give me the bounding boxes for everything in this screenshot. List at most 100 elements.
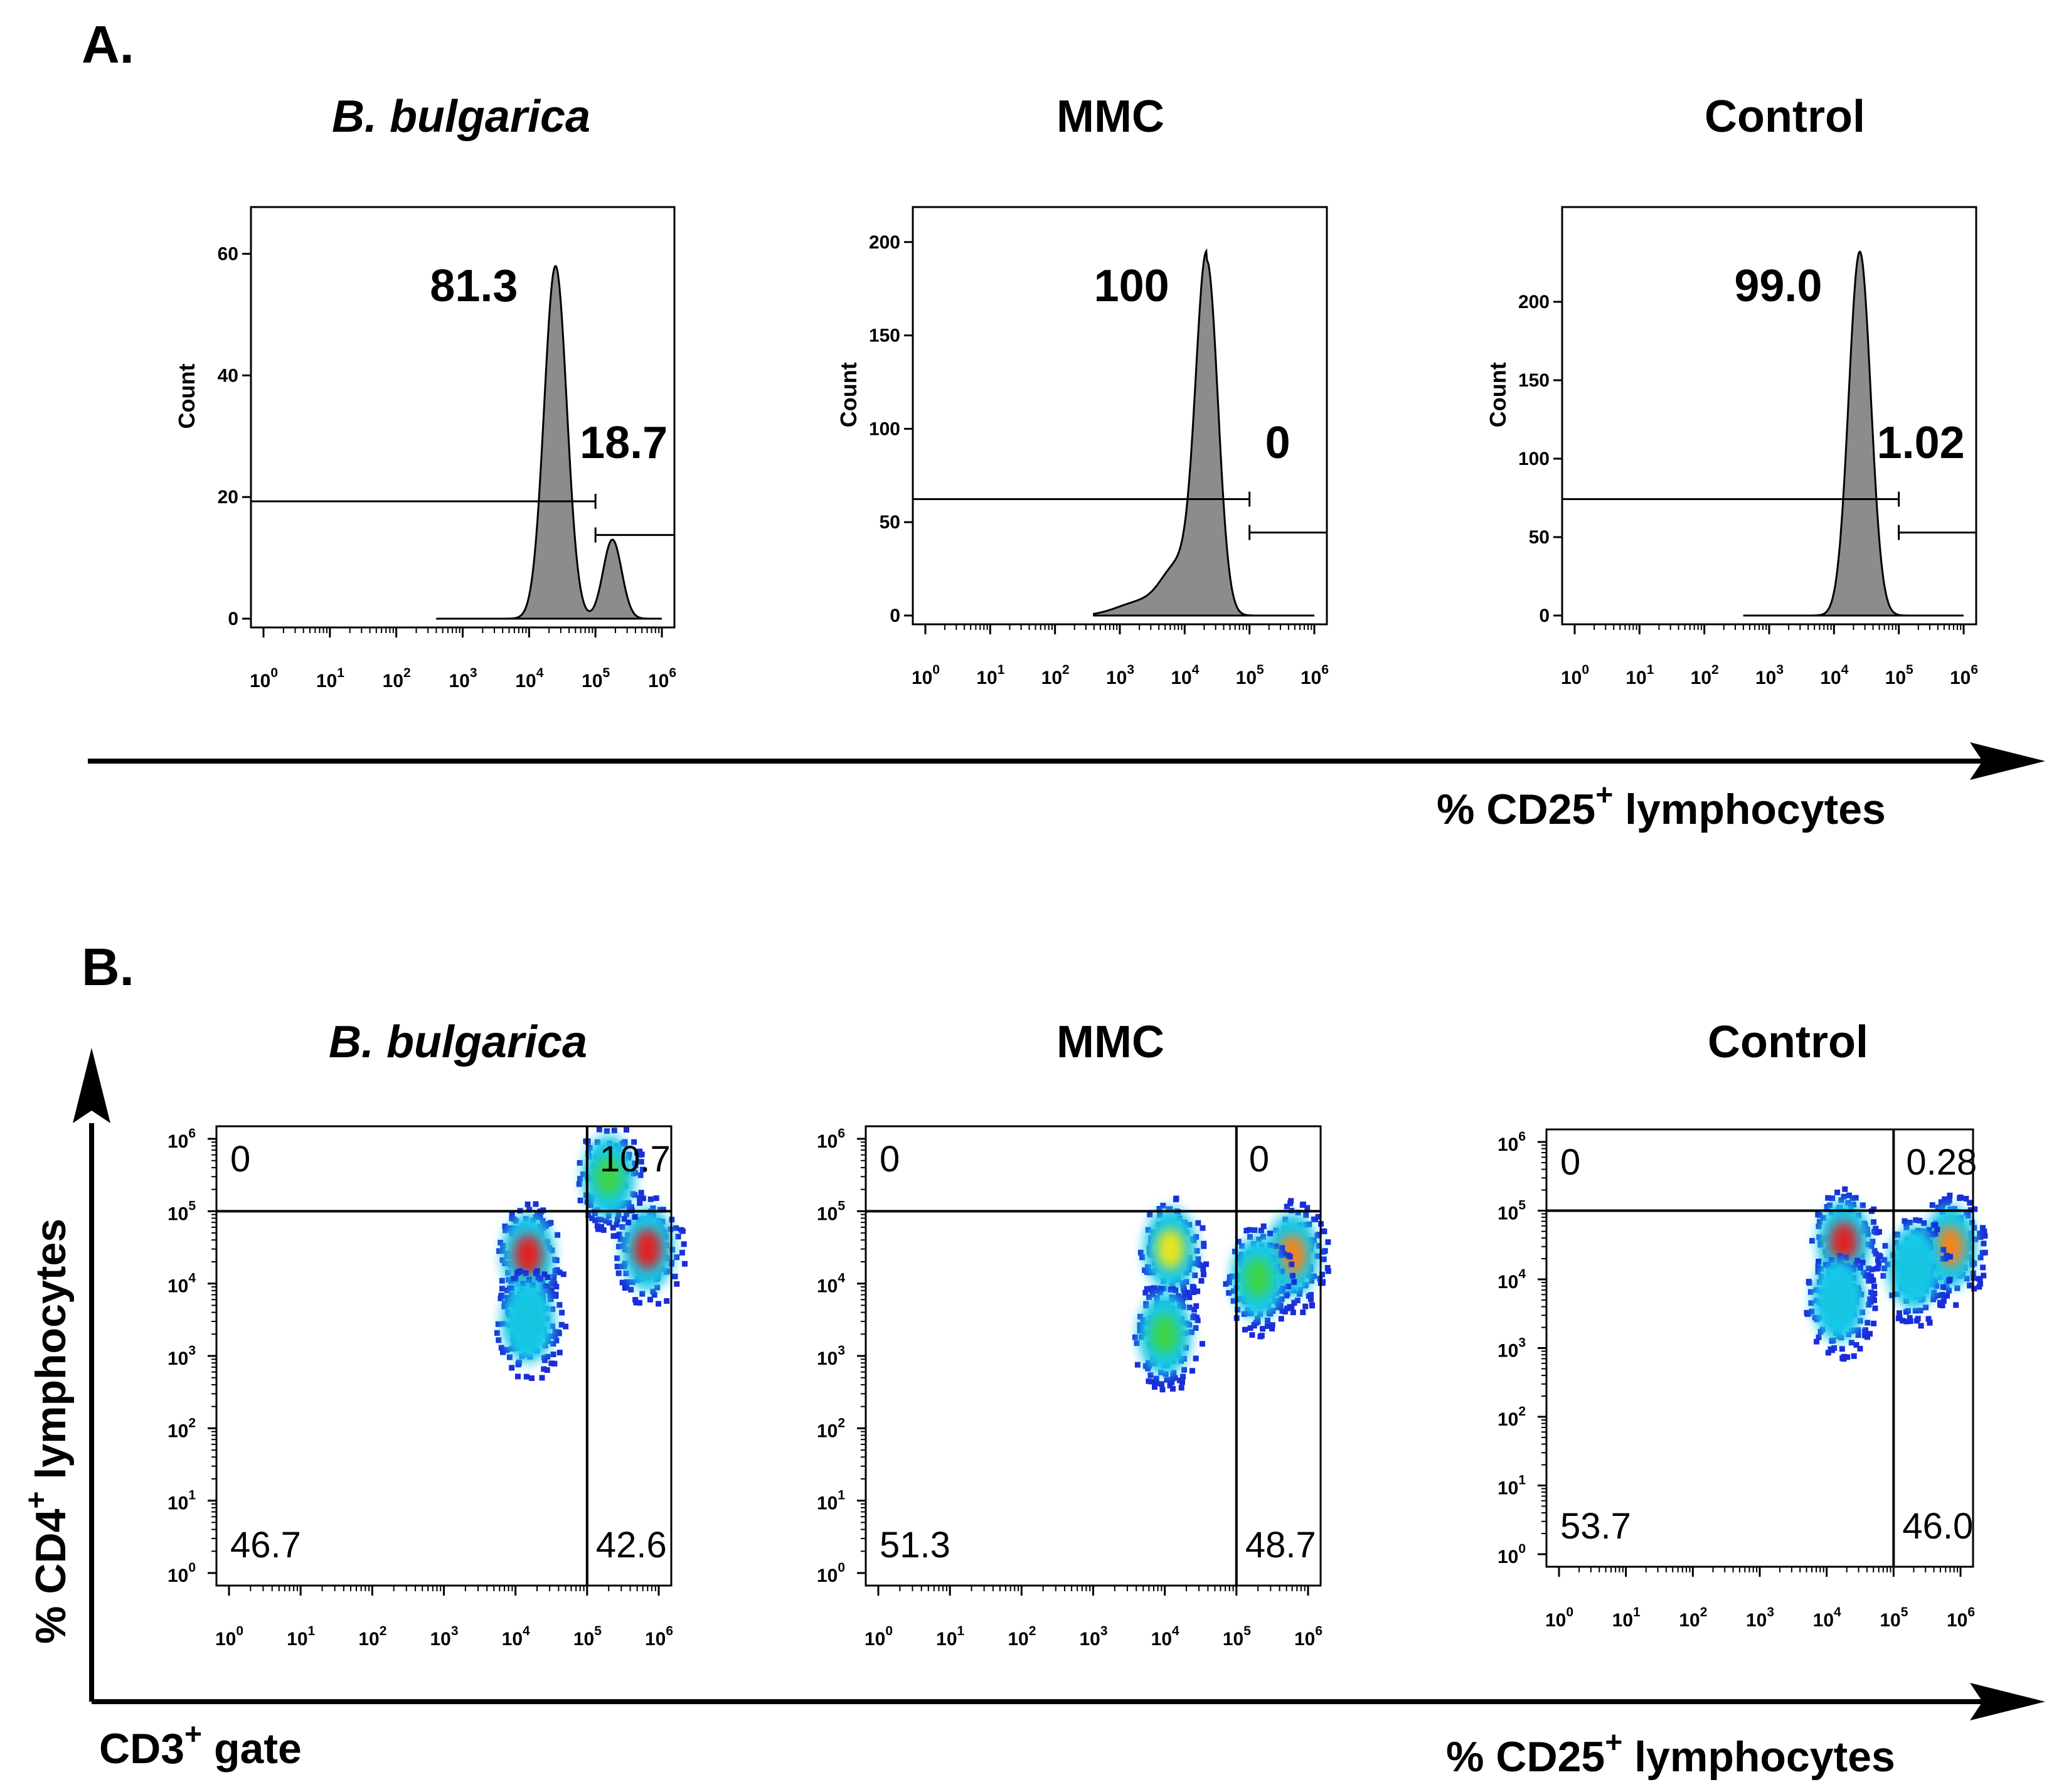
event-dot bbox=[496, 1337, 502, 1343]
event-dot bbox=[1863, 1327, 1868, 1333]
event-dot bbox=[1815, 1266, 1821, 1272]
x-tick-exponent: 1 bbox=[957, 1624, 965, 1638]
event-dot bbox=[1325, 1268, 1331, 1274]
event-dot bbox=[1181, 1295, 1186, 1301]
event-dot bbox=[637, 1195, 642, 1201]
event-dot bbox=[509, 1212, 515, 1218]
event-dot bbox=[681, 1241, 687, 1247]
event-dot bbox=[1838, 1197, 1844, 1203]
event-dot bbox=[679, 1249, 685, 1256]
event-dot bbox=[498, 1345, 504, 1351]
event-dot bbox=[1871, 1297, 1877, 1303]
event-dot bbox=[542, 1357, 548, 1363]
event-dot bbox=[620, 1263, 626, 1269]
density-core bbox=[1829, 1222, 1858, 1262]
event-dot bbox=[1871, 1320, 1877, 1326]
x-tick-base: 10 bbox=[1625, 668, 1646, 688]
event-dot bbox=[1859, 1259, 1866, 1266]
event-dot bbox=[1164, 1377, 1170, 1383]
event-dot bbox=[513, 1276, 519, 1282]
x-tick-label: 100 bbox=[250, 666, 278, 691]
event-dot bbox=[556, 1350, 563, 1356]
event-dot bbox=[1173, 1288, 1179, 1293]
x-tick-exponent: 6 bbox=[669, 666, 676, 680]
x-tick-label: 101 bbox=[1625, 663, 1654, 688]
event-dot bbox=[1855, 1327, 1861, 1333]
event-dot bbox=[1875, 1257, 1881, 1263]
y-tick-exponent: 3 bbox=[188, 1343, 196, 1358]
event-dot bbox=[1829, 1195, 1836, 1202]
x-tick-label: 100 bbox=[215, 1624, 243, 1650]
event-dot bbox=[541, 1271, 548, 1277]
event-dot bbox=[555, 1329, 561, 1335]
event-dot bbox=[1241, 1311, 1247, 1317]
density-core bbox=[1151, 1314, 1179, 1355]
event-dot bbox=[526, 1277, 532, 1283]
event-dot bbox=[1160, 1202, 1166, 1208]
event-dot bbox=[1260, 1223, 1267, 1229]
y-tick-label: 104 bbox=[168, 1271, 196, 1297]
panel-b-y-axis-label: % CD4+ lymphocytes bbox=[20, 1219, 75, 1644]
event-dot bbox=[1176, 1377, 1183, 1384]
panel-b-label: B. bbox=[82, 937, 134, 996]
panel-b-x-axis-label: % CD25+ lymphocytes bbox=[1446, 1726, 1895, 1781]
y-tick-label: 103 bbox=[1498, 1336, 1526, 1362]
event-dot bbox=[1881, 1257, 1888, 1263]
event-dot bbox=[1871, 1206, 1877, 1212]
x-tick-exponent: 3 bbox=[451, 1624, 459, 1638]
event-dot bbox=[1264, 1323, 1270, 1329]
event-dot bbox=[1243, 1227, 1250, 1234]
cd25-b-label-main: % CD25 bbox=[1446, 1733, 1605, 1781]
x-tick-label: 101 bbox=[287, 1624, 315, 1650]
event-dot bbox=[1316, 1243, 1322, 1249]
event-dot bbox=[627, 1206, 634, 1212]
cd25-b-label-sup: + bbox=[1605, 1726, 1622, 1759]
event-dot bbox=[577, 1160, 583, 1166]
x-tick-exponent: 5 bbox=[594, 1624, 602, 1638]
event-dot bbox=[1921, 1220, 1927, 1226]
x-tick-base: 10 bbox=[976, 668, 997, 688]
event-dot bbox=[1257, 1333, 1264, 1340]
gate-low-value: 99.0 bbox=[1734, 261, 1822, 311]
event-dot bbox=[592, 1217, 599, 1224]
x-tick-exponent: 0 bbox=[1566, 1605, 1573, 1619]
event-dot bbox=[650, 1288, 656, 1294]
event-dot bbox=[1843, 1254, 1849, 1261]
event-dot bbox=[1184, 1289, 1191, 1296]
event-dot bbox=[637, 1172, 644, 1178]
x-tick-label: 102 bbox=[358, 1624, 386, 1650]
event-dot bbox=[1816, 1259, 1822, 1264]
x-tick-exponent: 4 bbox=[523, 1624, 530, 1638]
event-dot bbox=[656, 1301, 661, 1307]
y-tick-label: 0 bbox=[1539, 605, 1550, 626]
event-dot bbox=[1809, 1308, 1815, 1315]
event-dot bbox=[1937, 1299, 1943, 1306]
event-dot bbox=[1159, 1381, 1164, 1387]
x-tick-label: 104 bbox=[1171, 663, 1199, 688]
event-dot bbox=[619, 1224, 625, 1230]
event-dot bbox=[596, 1216, 602, 1222]
x-tick-label: 105 bbox=[1236, 663, 1264, 688]
event-dot bbox=[1876, 1229, 1882, 1235]
x-tick-exponent: 3 bbox=[470, 666, 477, 680]
x-tick-exponent: 0 bbox=[885, 1624, 893, 1638]
x-tick-exponent: 4 bbox=[1192, 663, 1200, 677]
x-tick-base: 10 bbox=[1950, 668, 1971, 688]
event-dot bbox=[1967, 1283, 1973, 1289]
x-tick-base: 10 bbox=[449, 671, 470, 691]
event-dot bbox=[524, 1201, 531, 1207]
event-dot bbox=[1247, 1227, 1253, 1233]
x-tick-label: 104 bbox=[1813, 1605, 1841, 1631]
gate-high-value: 18.7 bbox=[580, 418, 668, 468]
event-dot bbox=[1965, 1213, 1971, 1219]
event-dot bbox=[1192, 1272, 1198, 1278]
y-tick-label: 105 bbox=[168, 1198, 196, 1224]
y-tick-label: 101 bbox=[168, 1488, 196, 1514]
x-tick-base: 10 bbox=[358, 1629, 379, 1650]
event-dot bbox=[622, 1285, 628, 1291]
y-tick-label: 50 bbox=[880, 512, 900, 533]
event-dot bbox=[1147, 1212, 1153, 1218]
event-dot bbox=[1153, 1380, 1159, 1386]
histogram-curve bbox=[1743, 250, 1964, 617]
event-dot bbox=[560, 1271, 567, 1277]
